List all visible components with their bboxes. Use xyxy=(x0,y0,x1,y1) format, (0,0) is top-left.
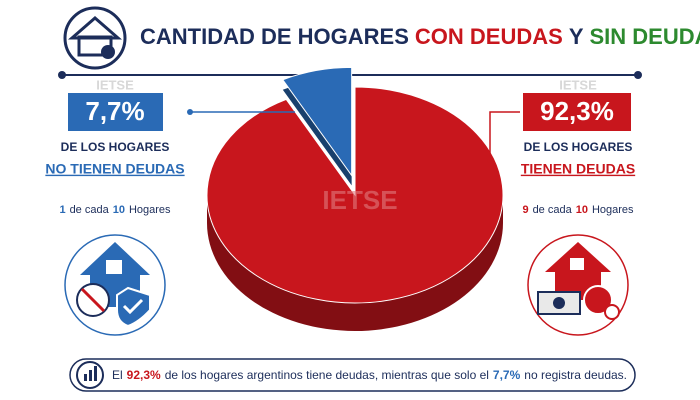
footer-part: 7,7% xyxy=(493,368,521,382)
value-box xyxy=(68,93,163,131)
value-label: 7,7% xyxy=(85,96,144,126)
panel-text: DE LOS HOGARES xyxy=(524,140,633,154)
ratio-part: Hogares xyxy=(592,204,634,216)
no-debt-icon xyxy=(64,234,166,336)
ratio-part: 9 xyxy=(522,204,528,216)
title-part: SIN DEUDAS xyxy=(590,24,700,49)
panel-text: DE LOS HOGARES xyxy=(61,140,170,154)
watermark: IETSE xyxy=(322,185,397,215)
pie-slice xyxy=(282,66,353,177)
footer-part: 92,3% xyxy=(127,368,161,382)
debt-icon xyxy=(527,234,629,336)
header-icon xyxy=(63,6,127,70)
footer-text: El 92,3% de los hogares argentinos tiene d… xyxy=(112,368,627,382)
ratio-part: 10 xyxy=(576,204,588,216)
divider-dot xyxy=(634,71,642,79)
footer-part: no registra deudas. xyxy=(524,368,627,382)
footer-icon xyxy=(89,370,92,381)
ratio-part: de cada xyxy=(70,204,110,216)
panel-text: NO TIENEN DEUDAS xyxy=(45,161,184,177)
leader-line xyxy=(489,111,520,160)
footer-part: El xyxy=(112,368,123,382)
panel-text: TIENEN DEUDAS xyxy=(521,161,635,177)
title-part: Y xyxy=(569,24,584,49)
pie-side xyxy=(207,195,503,331)
ratio-text: 9 de cada 10 Hogares xyxy=(522,204,634,216)
leader-dot xyxy=(487,157,493,163)
footer-box xyxy=(69,358,636,392)
value-label: 92,3% xyxy=(540,96,614,126)
footer-part: de los hogares argentinos tiene deudas, … xyxy=(165,368,489,382)
leader-dot xyxy=(187,109,193,115)
pie-slice xyxy=(206,86,504,304)
footer-icon xyxy=(84,374,87,381)
ratio-part: 1 xyxy=(59,204,65,216)
divider-dot xyxy=(58,71,66,79)
footer-icon xyxy=(94,366,97,381)
pie xyxy=(206,66,504,331)
watermark: IETSE xyxy=(559,77,597,92)
value-box xyxy=(523,93,631,131)
ratio-part: Hogares xyxy=(129,204,171,216)
ratio-part: de cada xyxy=(533,204,573,216)
title-part: CON DEUDAS xyxy=(415,24,563,49)
ratio-part: 10 xyxy=(113,204,125,216)
title-part: CANTIDAD DE HOGARES xyxy=(140,24,409,49)
ratio-text: 1 de cada 10 Hogares xyxy=(59,204,171,216)
watermark: IETSE xyxy=(96,77,134,92)
